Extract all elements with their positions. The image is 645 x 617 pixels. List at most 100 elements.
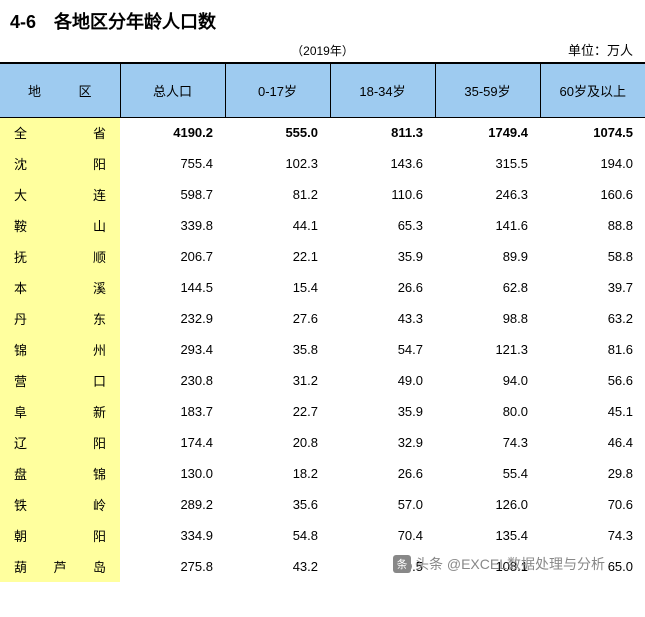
col-header-age-35-59: 35-59岁 [435, 63, 540, 117]
data-cell: 194.0 [540, 148, 645, 179]
table-row: 锦 州293.435.854.7121.381.6 [0, 334, 645, 365]
data-cell: 275.8 [120, 551, 225, 582]
table-row: 铁 岭289.235.657.0126.070.6 [0, 489, 645, 520]
watermark-text: 头条 @EXCEL数据处理与分析 [415, 554, 605, 574]
data-cell: 29.8 [540, 458, 645, 489]
table-row: 朝 阳334.954.870.4135.474.3 [0, 520, 645, 551]
watermark-icon: 条 [393, 555, 411, 573]
data-cell: 598.7 [120, 179, 225, 210]
data-cell: 45.1 [540, 396, 645, 427]
data-cell: 102.3 [225, 148, 330, 179]
meta-row: （2019年） 单位：万人 [0, 40, 645, 62]
data-cell: 65.3 [330, 210, 435, 241]
data-cell: 143.6 [330, 148, 435, 179]
data-cell: 63.2 [540, 303, 645, 334]
data-cell: 35.9 [330, 241, 435, 272]
data-cell: 755.4 [120, 148, 225, 179]
col-header-age-0-17: 0-17岁 [225, 63, 330, 117]
data-cell: 74.3 [435, 427, 540, 458]
data-cell: 22.7 [225, 396, 330, 427]
page: 4-6 各地区分年龄人口数 （2019年） 单位：万人 地 区 总人口 0-17… [0, 0, 645, 582]
data-cell: 54.8 [225, 520, 330, 551]
data-cell: 43.3 [330, 303, 435, 334]
title-text: 各地区分年龄人口数 [54, 12, 216, 32]
table-row: 阜 新183.722.735.980.045.1 [0, 396, 645, 427]
data-cell: 89.9 [435, 241, 540, 272]
data-cell: 126.0 [435, 489, 540, 520]
data-cell: 35.8 [225, 334, 330, 365]
region-cell: 盘 锦 [0, 458, 120, 489]
data-cell: 811.3 [330, 117, 435, 148]
table-row: 大 连598.781.2110.6246.3160.6 [0, 179, 645, 210]
table-row: 全 省4190.2555.0811.31749.41074.5 [0, 117, 645, 148]
data-cell: 39.7 [540, 272, 645, 303]
table-row: 盘 锦130.018.226.655.429.8 [0, 458, 645, 489]
data-cell: 141.6 [435, 210, 540, 241]
region-cell: 辽 阳 [0, 427, 120, 458]
unit-label: 单位：万人 [568, 40, 633, 59]
data-cell: 15.4 [225, 272, 330, 303]
data-cell: 74.3 [540, 520, 645, 551]
data-cell: 58.8 [540, 241, 645, 272]
data-cell: 81.6 [540, 334, 645, 365]
table-row: 本 溪144.515.426.662.839.7 [0, 272, 645, 303]
data-cell: 94.0 [435, 365, 540, 396]
data-cell: 32.9 [330, 427, 435, 458]
data-cell: 293.4 [120, 334, 225, 365]
region-cell: 朝 阳 [0, 520, 120, 551]
data-cell: 26.6 [330, 458, 435, 489]
title-number: 4-6 [10, 12, 36, 32]
table-row: 沈 阳755.4102.3143.6315.5194.0 [0, 148, 645, 179]
region-cell: 沈 阳 [0, 148, 120, 179]
population-table: 地 区 总人口 0-17岁 18-34岁 35-59岁 60岁及以上 全 省41… [0, 62, 645, 582]
data-cell: 98.8 [435, 303, 540, 334]
data-cell: 135.4 [435, 520, 540, 551]
table-row: 辽 阳174.420.832.974.346.4 [0, 427, 645, 458]
data-cell: 35.6 [225, 489, 330, 520]
data-cell: 1074.5 [540, 117, 645, 148]
table-row: 鞍 山339.844.165.3141.688.8 [0, 210, 645, 241]
col-header-age-60-plus: 60岁及以上 [540, 63, 645, 117]
data-cell: 70.6 [540, 489, 645, 520]
data-cell: 130.0 [120, 458, 225, 489]
data-cell: 35.9 [330, 396, 435, 427]
region-cell: 本 溪 [0, 272, 120, 303]
data-cell: 56.6 [540, 365, 645, 396]
region-cell: 丹 东 [0, 303, 120, 334]
data-cell: 49.0 [330, 365, 435, 396]
data-cell: 18.2 [225, 458, 330, 489]
region-cell: 阜 新 [0, 396, 120, 427]
data-cell: 88.8 [540, 210, 645, 241]
col-header-region: 地 区 [0, 63, 120, 117]
data-cell: 62.8 [435, 272, 540, 303]
data-cell: 289.2 [120, 489, 225, 520]
data-cell: 27.6 [225, 303, 330, 334]
data-cell: 44.1 [225, 210, 330, 241]
table-row: 营 口230.831.249.094.056.6 [0, 365, 645, 396]
data-cell: 31.2 [225, 365, 330, 396]
region-cell: 全 省 [0, 117, 120, 148]
region-cell: 营 口 [0, 365, 120, 396]
table-body: 全 省4190.2555.0811.31749.41074.5沈 阳755.41… [0, 117, 645, 582]
region-cell: 葫芦岛 [0, 551, 120, 582]
data-cell: 81.2 [225, 179, 330, 210]
data-cell: 110.6 [330, 179, 435, 210]
data-cell: 1749.4 [435, 117, 540, 148]
data-cell: 160.6 [540, 179, 645, 210]
header-row: 地 区 总人口 0-17岁 18-34岁 35-59岁 60岁及以上 [0, 63, 645, 117]
table-title: 4-6 各地区分年龄人口数 [0, 0, 645, 40]
data-cell: 315.5 [435, 148, 540, 179]
region-cell: 大 连 [0, 179, 120, 210]
data-cell: 232.9 [120, 303, 225, 334]
table-row: 抚 顺206.722.135.989.958.8 [0, 241, 645, 272]
data-cell: 80.0 [435, 396, 540, 427]
region-cell: 锦 州 [0, 334, 120, 365]
data-cell: 22.1 [225, 241, 330, 272]
col-header-age-18-34: 18-34岁 [330, 63, 435, 117]
data-cell: 43.2 [225, 551, 330, 582]
data-cell: 26.6 [330, 272, 435, 303]
table-row: 丹 东232.927.643.398.863.2 [0, 303, 645, 334]
year-label: （2019年） [291, 42, 354, 59]
data-cell: 206.7 [120, 241, 225, 272]
data-cell: 555.0 [225, 117, 330, 148]
